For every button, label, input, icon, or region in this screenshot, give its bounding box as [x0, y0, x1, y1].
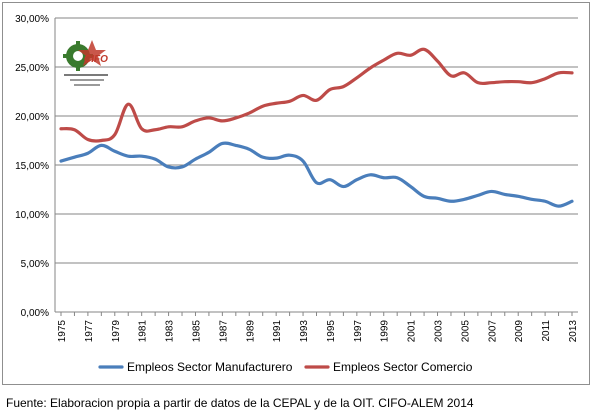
legend-label-1: Empleos Sector Comercio: [333, 360, 473, 374]
x-tick-label: 1979: [111, 320, 122, 343]
x-tick-label: 2013: [568, 320, 579, 343]
series-lines: [59, 47, 574, 208]
x-tick-label: 1983: [165, 320, 176, 343]
x-tick-label: 1993: [299, 320, 310, 343]
x-tick-label: 1985: [191, 320, 202, 343]
x-tick-label: 1995: [326, 320, 337, 343]
y-tick-label: 30,00%: [15, 14, 49, 25]
x-tick-label: 1987: [218, 320, 229, 343]
legend-label-0: Empleos Sector Manufacturero: [127, 360, 293, 374]
x-tick-label: 2003: [434, 320, 445, 343]
x-tick-label: 2001: [407, 320, 418, 343]
legend: Empleos Sector Manufacturero Empleos Sect…: [98, 360, 473, 374]
y-tick-labels: 0,00% 5,00% 10,00% 15,00% 20,00% 25,00% 30,00%: [15, 14, 49, 319]
x-tick-label: 1997: [353, 320, 364, 343]
x-tick-label: 2011: [541, 320, 552, 342]
x-tick-label: 1981: [138, 320, 149, 343]
gridlines: [55, 17, 578, 313]
series-line-0: [59, 141, 574, 208]
source-note: Fuente: Elaboracion propia a partir de d…: [6, 396, 474, 410]
axes: [54, 18, 573, 316]
svg-text:CIFO: CIFO: [84, 54, 108, 65]
y-tick-label: 10,00%: [15, 210, 49, 221]
x-tick-label: 1991: [272, 320, 283, 343]
x-tick-label: 2007: [487, 320, 498, 343]
cifo-logo: CIFO: [62, 38, 112, 92]
x-tick-label: 1977: [84, 320, 95, 343]
y-tick-label: 0,00%: [21, 308, 49, 319]
y-tick-label: 25,00%: [15, 63, 49, 74]
x-tick-label: 1999: [380, 320, 391, 343]
x-tick-label: 1975: [57, 320, 68, 343]
x-tick-labels: 1975 1977 1979 1981 1983 1985 1987 1989 1991 1993…: [57, 320, 579, 343]
line-chart: 0,00% 5,00% 10,00% 15,00% 20,00% 25,00% 30,00%…: [15, 14, 579, 374]
y-tick-label: 5,00%: [21, 259, 49, 270]
y-tick-label: 20,00%: [15, 112, 49, 123]
chart-frame: [2, 2, 590, 385]
y-tick-label: 15,00%: [15, 161, 49, 172]
x-tick-label: 2005: [460, 320, 471, 343]
series-line-1: [59, 47, 574, 143]
x-tick-label: 2009: [514, 320, 525, 343]
x-tick-label: 1989: [245, 320, 256, 343]
